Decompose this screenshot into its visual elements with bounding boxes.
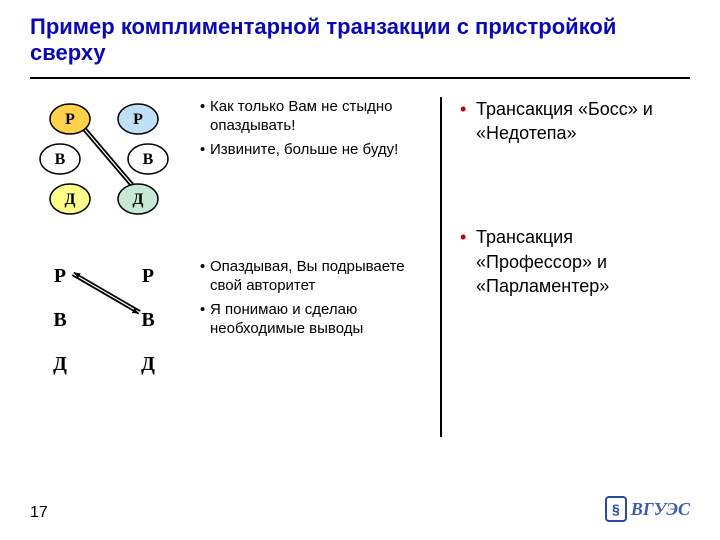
bullet-item: Как только Вам не стыдно опаздывать!: [200, 97, 440, 136]
logo: § ВГУЭС: [605, 496, 690, 522]
row-2: РРВВДД Опаздывая, Вы подрываете свой авт…: [30, 257, 440, 387]
svg-text:В: В: [55, 151, 66, 168]
bullet-item: Извините, больше не буду!: [200, 140, 440, 160]
svg-text:В: В: [53, 309, 66, 331]
svg-text:Д: Д: [132, 191, 143, 208]
pad-diagram-colored: Р Р В В Д Д: [30, 97, 190, 227]
right-item: Трансакция «Профессор» и «Парламентер»: [460, 225, 680, 298]
svg-text:Р: Р: [142, 265, 154, 287]
svg-text:Д: Д: [64, 191, 75, 208]
slide-title: Пример комплиментарной транзакции с прис…: [30, 14, 690, 67]
svg-text:Д: Д: [53, 353, 67, 375]
bullets-2: Опаздывая, Вы подрываете свой авторитет …: [200, 257, 440, 343]
page-number: 17: [30, 504, 48, 522]
diagram-1-wrap: Р Р В В Д Д: [30, 97, 200, 227]
right-block-2: Трансакция «Профессор» и «Парламентер»: [460, 225, 680, 298]
logo-text: ВГУЭС: [631, 499, 690, 520]
right-column: Трансакция «Босс» и «Недотепа» Трансакци…: [440, 97, 680, 437]
right-block-1: Трансакция «Босс» и «Недотепа»: [460, 97, 680, 146]
diagram-2-wrap: РРВВДД: [30, 257, 200, 387]
right-item: Трансакция «Босс» и «Недотепа»: [460, 97, 680, 146]
svg-text:Р: Р: [54, 265, 66, 287]
svg-text:Р: Р: [65, 111, 75, 128]
svg-text:В: В: [141, 309, 154, 331]
svg-text:Д: Д: [141, 353, 155, 375]
logo-icon: §: [605, 496, 627, 522]
slide: Пример комплиментарной транзакции с прис…: [0, 0, 720, 540]
pad-diagram-plain: РРВВДД: [30, 257, 190, 387]
svg-text:В: В: [143, 151, 154, 168]
svg-text:Р: Р: [133, 111, 143, 128]
body: РРВВДД Как только Вам не стыдно опаздыва…: [30, 97, 690, 437]
bullet-item: Я понимаю и сделаю необходимые выводы: [200, 300, 440, 339]
row-1: Р Р В В Д Д Как только Вам не стыдно опаздыва…: [30, 97, 440, 227]
divider: [30, 77, 690, 79]
left-column: РРВВДД Как только Вам не стыдно опаздыва…: [30, 97, 440, 437]
bullet-item: Опаздывая, Вы подрываете свой авторитет: [200, 257, 440, 296]
bullets-1: Как только Вам не стыдно опаздывать! Изв…: [200, 97, 440, 164]
